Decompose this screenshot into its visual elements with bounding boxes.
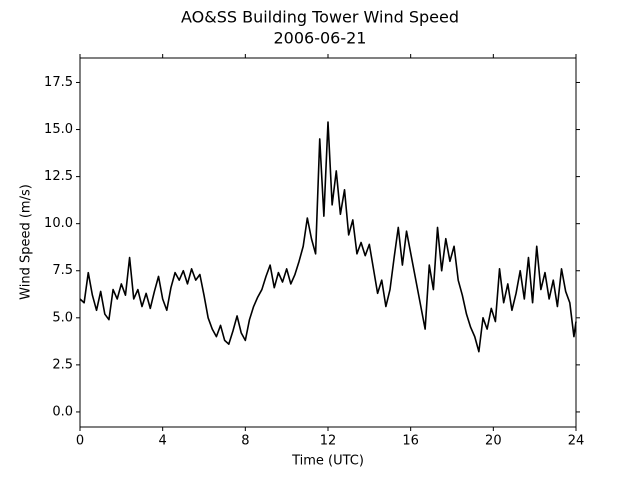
y-tick-label: 15.0	[44, 122, 73, 137]
y-tick-label: 0.0	[52, 404, 73, 419]
x-tick-label: 16	[402, 434, 419, 449]
x-axis-label: Time (UTC)	[291, 454, 364, 469]
x-tick-label: 24	[568, 434, 585, 449]
chart-subtitle: 2006-06-21	[274, 29, 367, 48]
y-axis-label: Wind Speed (m/s)	[19, 184, 34, 300]
y-tick-label: 7.5	[52, 263, 73, 278]
chart-title: AO&SS Building Tower Wind Speed	[181, 8, 459, 27]
x-tick-label: 12	[320, 434, 337, 449]
data-line	[79, 121, 577, 353]
plot-frame	[79, 57, 577, 428]
x-tick-label: 8	[241, 434, 249, 449]
y-tick-label: 5.0	[52, 310, 73, 325]
y-tick-label: 10.0	[44, 216, 73, 231]
x-tick-label: 20	[485, 434, 502, 449]
y-tick-label: 2.5	[52, 357, 73, 372]
x-tick-label: 4	[159, 434, 167, 449]
x-tick-label: 0	[76, 434, 84, 449]
y-tick-label: 17.5	[44, 75, 73, 90]
y-tick-label: 12.5	[44, 169, 73, 184]
